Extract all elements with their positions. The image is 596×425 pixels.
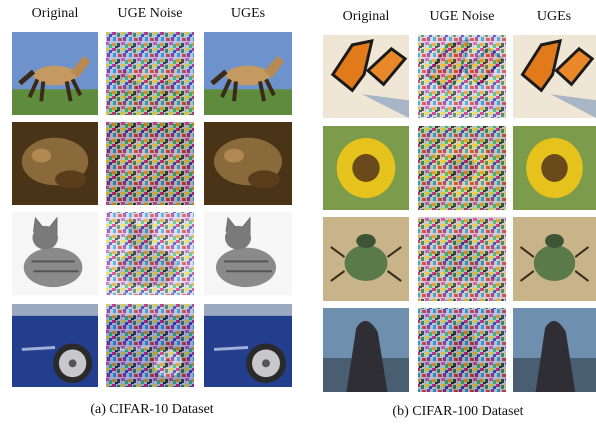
column-header: UGE Noise — [118, 6, 183, 21]
figure: Original UGE Noise UGEs Original UGE Noi… — [0, 0, 596, 425]
panel-a-images — [12, 32, 292, 387]
column-header: UGEs — [231, 6, 265, 21]
column-header: UGEs — [537, 9, 571, 24]
column-header: Original — [343, 9, 390, 24]
panel-b-images — [323, 35, 596, 392]
column-header: Original — [32, 6, 79, 21]
page: Original UGE Noise UGEs Original UGE Noi… — [0, 0, 596, 425]
caption: (b) CIFAR-100 Dataset — [392, 404, 523, 419]
caption: (a) CIFAR-10 Dataset — [90, 402, 213, 417]
column-header: UGE Noise — [430, 9, 495, 24]
